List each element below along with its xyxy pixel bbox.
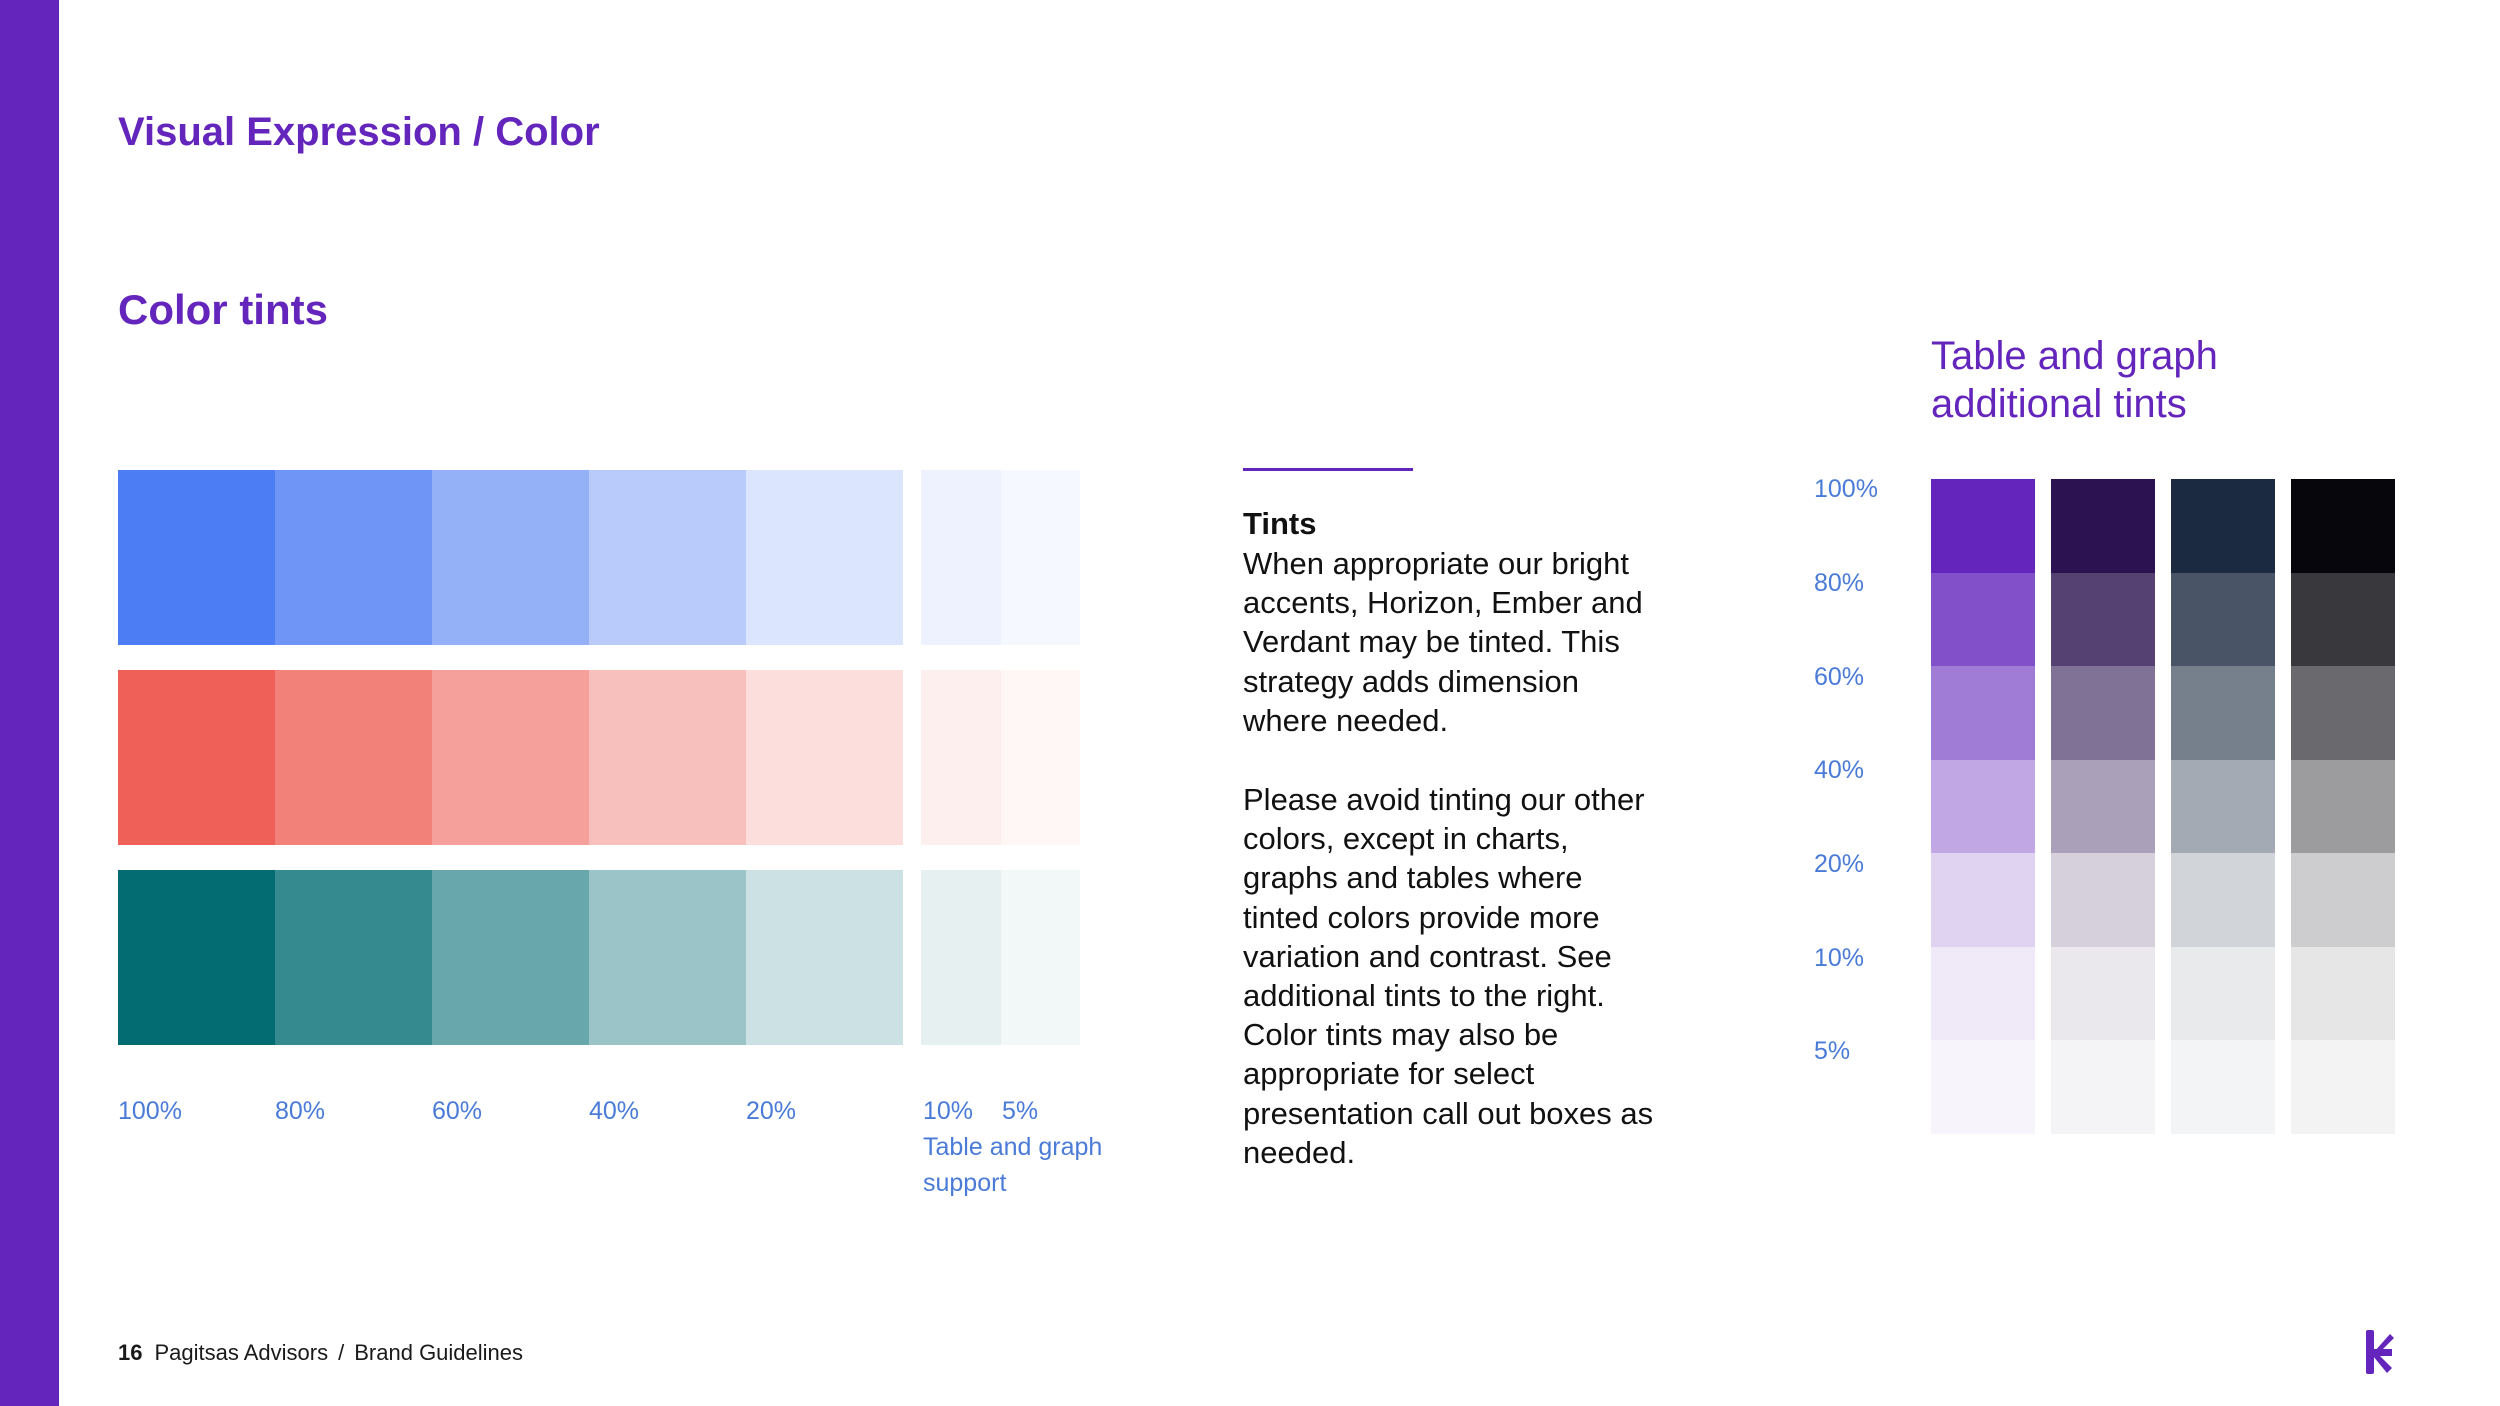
tint-cell	[2171, 666, 2275, 760]
swatch-horizon-40	[589, 470, 746, 645]
tint-cell	[2171, 853, 2275, 947]
swatch-verdant-40	[589, 870, 746, 1045]
tint-cell	[2291, 572, 2395, 667]
tint-cell	[2171, 572, 2275, 667]
swatch-horizon-60	[432, 470, 589, 645]
tint-cell	[2051, 1040, 2155, 1134]
tint-column-1	[1931, 479, 2035, 1134]
tint-label: 40%	[589, 1097, 640, 1125]
tint-cell	[2171, 479, 2275, 573]
tint-cell	[2291, 666, 2395, 760]
tints-title: Tints	[1243, 506, 1317, 541]
swatch-row-horizon	[118, 470, 1083, 645]
tint-label: 80%	[275, 1097, 326, 1125]
tint-cell	[2051, 572, 2155, 667]
tint-cell	[2051, 853, 2155, 947]
percent-label: 20%	[1814, 850, 1865, 878]
swatch-ember-10	[921, 670, 1001, 845]
swatch-row-verdant	[118, 870, 1083, 1045]
tint-cell	[2291, 479, 2395, 573]
additional-tints-title: Table and graph additional tints	[1931, 334, 2218, 426]
swatch-ember-100	[118, 670, 275, 845]
page-heading: Color tints	[118, 286, 328, 333]
swatch-horizon-20	[746, 470, 903, 645]
accent-rule	[1243, 468, 1413, 471]
swatch-verdant-10	[921, 870, 1001, 1045]
tint-cell	[1931, 479, 2035, 573]
tint-cell	[2291, 759, 2395, 854]
swatch-horizon-80	[275, 470, 432, 645]
percent-label: 80%	[1814, 569, 1865, 597]
swatch-verdant-60	[432, 870, 589, 1045]
tint-cell	[2171, 759, 2275, 854]
side-accent-bar	[0, 0, 59, 1406]
tint-cell	[2171, 946, 2275, 1041]
support-note: Table and graph support	[923, 1133, 1103, 1197]
tint-cell	[1931, 1040, 2035, 1134]
swatch-horizon-100	[118, 470, 275, 645]
tint-cell	[2291, 853, 2395, 947]
tint-cell	[2291, 1040, 2395, 1134]
swatch-verdant-5	[1001, 870, 1080, 1045]
swatch-ember-20	[746, 670, 903, 845]
tint-cell	[2291, 946, 2395, 1041]
tint-column-2	[2051, 479, 2155, 1134]
tint-cell	[1931, 666, 2035, 760]
tint-label: 60%	[432, 1097, 483, 1125]
tint-cell	[1931, 853, 2035, 947]
tint-label: 100%	[118, 1097, 182, 1125]
percent-label: 100%	[1814, 475, 1878, 503]
tint-column-3	[2171, 479, 2275, 1134]
brand-k-logo-icon	[2366, 1330, 2394, 1374]
swatch-horizon-10	[921, 470, 1001, 645]
swatch-verdant-20	[746, 870, 903, 1045]
swatch-ember-5	[1001, 670, 1080, 845]
percent-label: 10%	[1814, 944, 1865, 972]
tint-label: 10%	[923, 1097, 974, 1125]
swatch-row-ember	[118, 670, 1083, 845]
tint-cell	[1931, 572, 2035, 667]
tint-label: 5%	[1002, 1097, 1039, 1125]
percent-label: 5%	[1814, 1037, 1851, 1065]
tint-column-4	[2291, 479, 2395, 1134]
footer-company: Pagitsas Advisors	[154, 1340, 329, 1365]
tint-cell	[1931, 946, 2035, 1041]
footer-separator: /	[338, 1340, 345, 1365]
swatch-ember-60	[432, 670, 589, 845]
tint-cell	[2051, 759, 2155, 854]
percent-label: 60%	[1814, 663, 1865, 691]
tint-cell	[2051, 666, 2155, 760]
tint-cell	[2051, 946, 2155, 1041]
swatch-verdant-80	[275, 870, 432, 1045]
section-title: Visual Expression / Color	[118, 110, 600, 154]
footer-document: Brand Guidelines	[354, 1340, 524, 1365]
swatch-ember-80	[275, 670, 432, 845]
tints-body-2: Please avoid tinting our other colors, e…	[1243, 782, 1654, 1170]
tints-body-1: When appropriate our bright accents, Hor…	[1243, 546, 1643, 738]
footer: 16 Pagitsas Advisors / Brand Guidelines	[118, 1338, 523, 1368]
swatch-ember-40	[589, 670, 746, 845]
swatch-verdant-100	[118, 870, 275, 1045]
tint-cell	[2051, 479, 2155, 573]
swatch-horizon-5	[1001, 470, 1080, 645]
tint-cell	[1931, 759, 2035, 854]
percent-label: 40%	[1814, 756, 1865, 784]
tint-label: 20%	[746, 1097, 797, 1125]
tint-cell	[2171, 1040, 2275, 1134]
page-number: 16	[118, 1340, 143, 1365]
